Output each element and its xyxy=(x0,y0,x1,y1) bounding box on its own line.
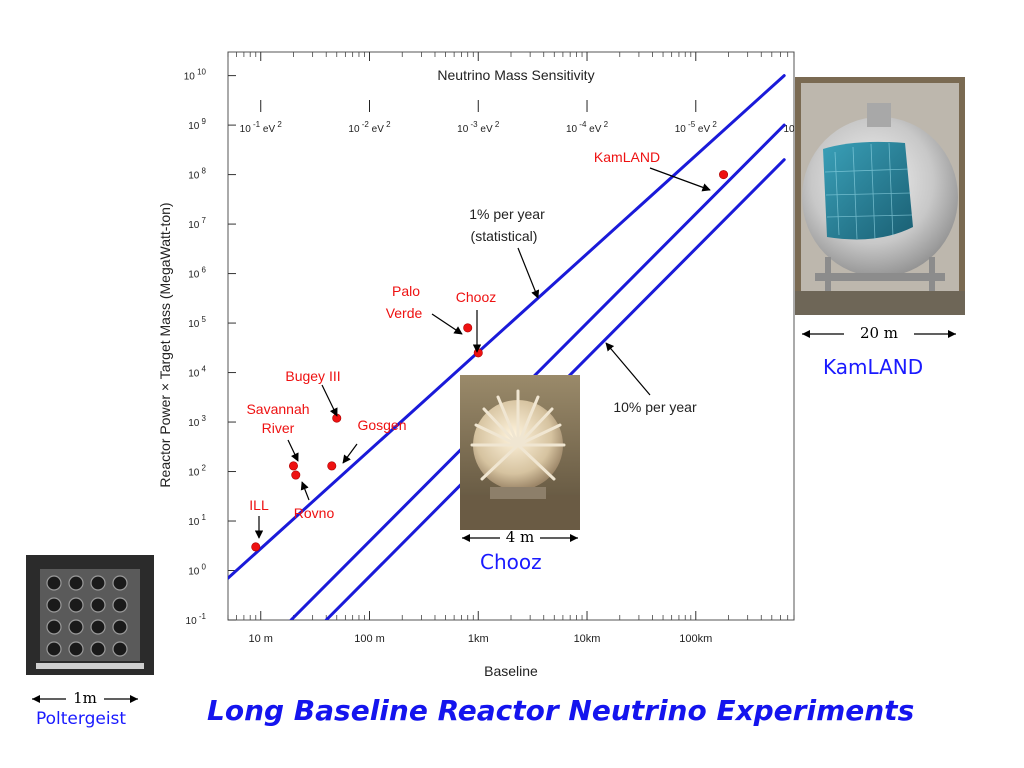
y-tick-label-3: 10 2 xyxy=(188,464,206,479)
label-statistical: (statistical) xyxy=(471,228,538,244)
x-tick-label-1: 100 m xyxy=(354,633,385,645)
label-rovno: Rovno xyxy=(294,505,335,521)
y-tick-label-6: 10 5 xyxy=(188,315,206,330)
arrow-rovno xyxy=(300,481,310,501)
chooz-scale: 4 m xyxy=(460,528,580,549)
poltergeist-photo xyxy=(26,555,154,675)
mass-tick-label-1: 10 -2 eV 2 xyxy=(348,120,391,135)
point-chooz xyxy=(473,348,483,358)
sensitivity-line-0 xyxy=(228,74,786,580)
label-savannah-2: River xyxy=(262,420,295,436)
y-axis-label: Reactor Power × Target Mass (MegaWatt-to… xyxy=(157,202,173,487)
poltergeist-scale-label: 1m xyxy=(73,689,97,707)
x-axis-label: Baseline xyxy=(484,663,538,679)
kamland-scale-label: 20 m xyxy=(859,324,899,342)
x-tick-label-0: 10 m xyxy=(249,633,273,645)
mass-tick-label-4: 10 -5 eV 2 xyxy=(675,120,718,135)
kamland-scale: 20 m xyxy=(800,324,958,344)
poltergeist-scale: 1m xyxy=(30,689,140,709)
label-savannah-1: Savannah xyxy=(246,401,309,417)
chooz-caption: Chooz xyxy=(480,550,542,574)
kamland-caption: KamLAND xyxy=(823,355,924,379)
label-one-percent: 1% per year xyxy=(469,206,545,222)
arrow-bugey xyxy=(321,384,338,417)
chooz-scale-label: 4 m xyxy=(505,528,535,546)
y-tick-label-7: 10 6 xyxy=(188,266,206,281)
point-ill xyxy=(251,542,261,552)
label-verde: Verde xyxy=(386,305,423,321)
label-gosgen: Gosgen xyxy=(357,417,406,433)
mass-tick-label-3: 10 -4 eV 2 xyxy=(566,120,609,135)
label-bugey: Bugey III xyxy=(285,368,340,384)
arrow-one-percent xyxy=(517,247,540,299)
point-palo-verde xyxy=(463,323,473,333)
y-tick-label-1: 10 0 xyxy=(188,563,206,578)
y-tick-label-4: 10 3 xyxy=(188,414,206,429)
label-palo: Palo xyxy=(392,283,420,299)
chart-title: Neutrino Mass Sensitivity xyxy=(437,67,594,83)
y-tick-label-5: 10 4 xyxy=(188,365,206,380)
point-savannah-river xyxy=(288,461,298,471)
slide-title: Long Baseline Reactor Neutrino Experimen… xyxy=(207,694,915,727)
y-tick-label-11: 10 10 xyxy=(184,68,207,83)
label-ill: ILL xyxy=(249,497,269,513)
label-kamland: KamLAND xyxy=(594,149,660,165)
x-tick-label-2: 1km xyxy=(468,633,489,645)
sensitivity-line-1 xyxy=(289,123,786,620)
x-tick-label-4: 100km xyxy=(679,633,712,645)
point-gosgen xyxy=(327,461,337,471)
y-tick-label-0: 10 -1 xyxy=(186,612,207,627)
arrow-kamland xyxy=(649,167,711,192)
y-tick-label-10: 10 9 xyxy=(188,117,206,132)
arrow-palo xyxy=(431,313,463,335)
mass-tick-label-2: 10 -3 eV 2 xyxy=(457,120,500,135)
point-kamland xyxy=(719,170,729,180)
poltergeist-caption: Poltergeist xyxy=(36,709,127,729)
chooz-photo xyxy=(460,375,580,530)
point-rovno xyxy=(291,470,301,480)
arrow-ten-percent xyxy=(605,342,651,396)
label-ten-percent: 10% per year xyxy=(613,399,697,415)
arrow-savannah xyxy=(287,439,299,462)
label-chooz: Chooz xyxy=(456,289,496,305)
kamland-photo xyxy=(795,77,965,315)
mass-tick-label-0: 10 -1 eV 2 xyxy=(240,120,283,135)
y-tick-label-2: 10 1 xyxy=(188,513,206,528)
y-tick-label-8: 10 7 xyxy=(188,216,206,231)
x-tick-label-3: 10km xyxy=(574,633,601,645)
y-tick-label-9: 10 8 xyxy=(188,167,206,182)
arrow-gosgen xyxy=(342,443,358,464)
